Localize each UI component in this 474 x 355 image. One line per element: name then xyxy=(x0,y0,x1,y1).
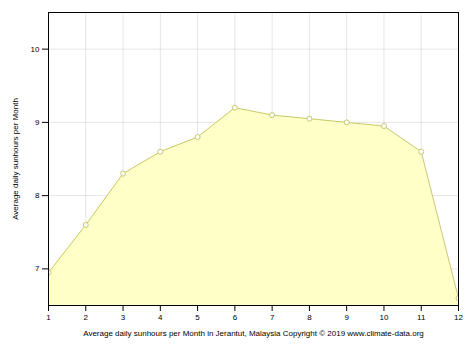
svg-text:1: 1 xyxy=(46,313,51,322)
svg-text:6: 6 xyxy=(233,313,238,322)
svg-text:3: 3 xyxy=(121,313,126,322)
svg-text:2: 2 xyxy=(84,313,89,322)
svg-text:7: 7 xyxy=(270,313,275,322)
svg-text:4: 4 xyxy=(158,313,163,322)
svg-text:9: 9 xyxy=(35,118,40,127)
svg-text:12: 12 xyxy=(454,313,463,322)
svg-text:10: 10 xyxy=(31,45,40,54)
svg-text:11: 11 xyxy=(417,313,426,322)
svg-text:9: 9 xyxy=(344,313,349,322)
svg-text:8: 8 xyxy=(307,313,312,322)
svg-text:8: 8 xyxy=(35,191,40,200)
svg-text:5: 5 xyxy=(195,313,200,322)
svg-text:Average daily sunhours per Mon: Average daily sunhours per Month xyxy=(11,98,20,220)
svg-text:10: 10 xyxy=(380,313,389,322)
svg-text:7: 7 xyxy=(35,264,40,273)
svg-text:Average daily sunhours per Mon: Average daily sunhours per Month in Jera… xyxy=(83,329,424,338)
